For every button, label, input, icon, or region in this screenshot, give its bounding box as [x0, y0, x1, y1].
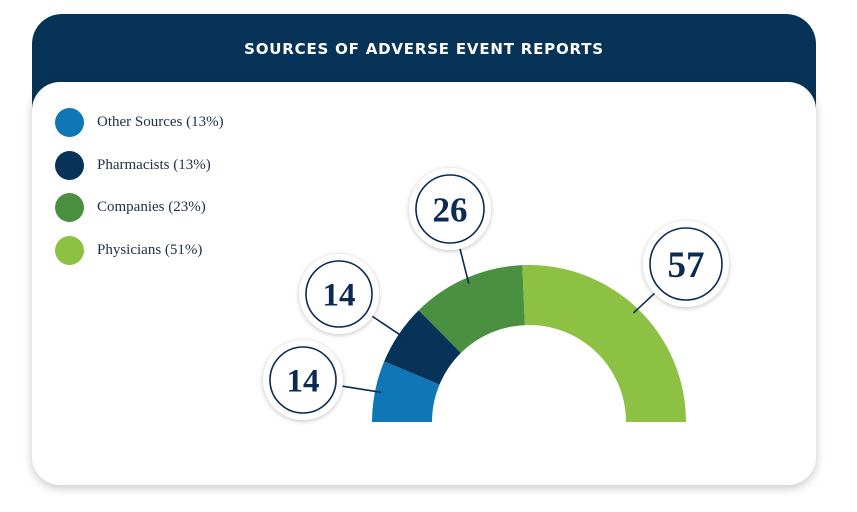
legend: Other Sources (13%) Pharmacists (13%) Co… [55, 108, 224, 278]
callout-companies: 26 [409, 168, 491, 250]
chart-title: SOURCES OF ADVERSE EVENT REPORTS [244, 40, 604, 58]
legend-label-other-sources: Other Sources (13%) [97, 114, 224, 130]
callout-other-sources: 14 [263, 340, 343, 420]
callout-bubble [409, 168, 491, 250]
legend-label-pharmacists: Pharmacists (13%) [97, 156, 211, 173]
slice-other-sources [372, 361, 440, 422]
slice-pharmacists [384, 310, 461, 385]
leader-line-pharmacists [371, 315, 405, 339]
leader-line-companies [459, 248, 470, 284]
callout-ring [649, 227, 723, 301]
value-label-other-sources: 14 [287, 364, 320, 400]
callout-bubble [643, 221, 729, 307]
legend-label-companies: Companies (23%) [97, 199, 206, 215]
legend-item-companies: Companies (23%) [55, 193, 224, 222]
legend-swatch-companies [55, 193, 84, 222]
value-label-pharmacists: 14 [323, 278, 356, 314]
leader-line-physicians [632, 292, 656, 314]
callout-pharmacists: 14 [299, 254, 379, 334]
legend-item-other-sources: Other Sources (13%) [55, 108, 224, 137]
legend-item-pharmacists: Pharmacists (13%) [55, 150, 224, 180]
legend-swatch-pharmacists [55, 150, 84, 180]
legend-swatch-other-sources [55, 108, 84, 137]
callout-ring [415, 174, 485, 244]
callout-ring [305, 260, 373, 328]
legend-item-physicians: Physicians (51%) [55, 235, 224, 265]
callout-bubble [263, 340, 343, 420]
callout-ring [269, 346, 337, 414]
slice-physicians [522, 264, 686, 422]
value-label-physicians: 57 [668, 245, 705, 286]
legend-label-physicians: Physicians (51%) [97, 241, 203, 258]
legend-swatch-physicians [55, 235, 84, 265]
slice-companies [418, 265, 525, 353]
callout-bubble [299, 254, 379, 334]
value-label-companies: 26 [433, 190, 468, 229]
leader-line-other-sources [342, 385, 382, 394]
callout-physicians: 57 [643, 221, 729, 307]
